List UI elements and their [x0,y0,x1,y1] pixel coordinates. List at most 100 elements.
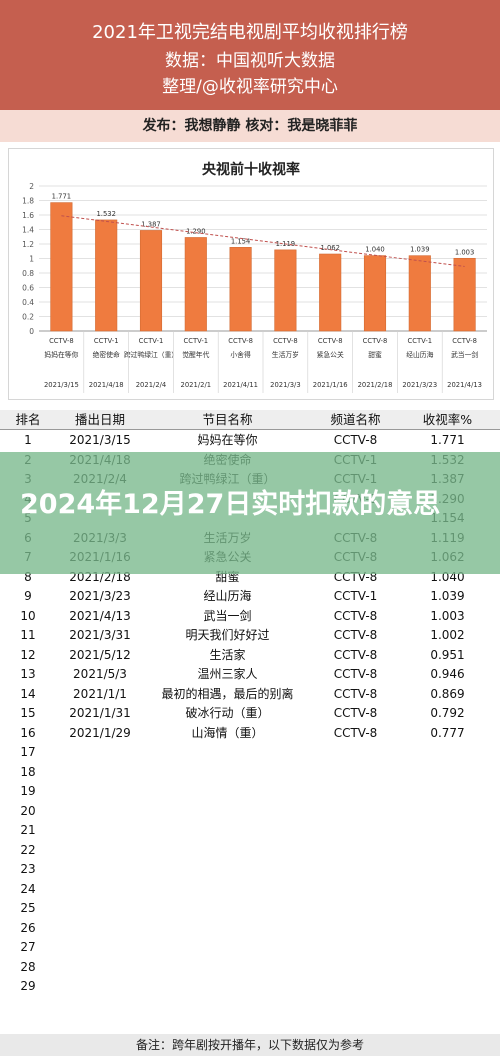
channel-cell: CCTV-8 [333,725,378,740]
rank-cell: 11 [20,628,36,642]
channel-tick-label: CCTV-8 [318,337,343,345]
program-cell: 破冰行动（重） [185,706,270,720]
y-tick-label: 2 [29,182,34,191]
date-cell: 2021/1/31 [69,706,131,720]
channel-cell: CCTV-8 [333,647,378,662]
table-row: 18 [0,763,500,783]
publisher-bar: 发布：我想静静 核对：我是晓菲菲 [0,110,500,142]
category-tick-label: 跨过鸭绿江（重） [124,350,178,359]
y-tick-label: 0.4 [22,298,34,307]
channel-tick-label: CCTV-1 [139,337,164,345]
rank-cell: 10 [20,608,36,623]
program-cell: 武当一剑 [203,608,252,623]
data-label: 1.532 [96,210,115,218]
rank-cell: 1 [24,433,32,447]
chart-panel: 央视前十收视率 0 0.2 0.4 0.6 0.8 1 1.2 1.4 1.6 1.8 2 1.771… [8,148,494,400]
rank-cell: 20 [20,803,36,818]
header-source: 数据：中国视听大数据 [165,51,335,71]
table-row: 21 [0,821,500,841]
rank-cell: 21 [20,823,36,837]
data-label: 1.387 [141,220,160,228]
table-row: 26 [0,919,500,939]
table-row: 16 2021/1/29 山海情（重） CCTV-8 0.777 [0,724,500,744]
chart-title: 央视前十收视率 [202,162,300,178]
program-cell: 最初的相遇，最后的别离 [161,686,294,701]
channel-cell: CCTV-1 [333,589,378,603]
rank-cell: 8 [24,569,32,584]
header-channel: 频道名称 [330,412,381,427]
rating-cell: 0.777 [430,725,465,740]
channel-tick-label: CCTV-1 [183,337,208,345]
program-cell: 经山历海 [203,589,252,603]
channel-tick-label: CCTV-8 [228,337,253,345]
category-tick-label: 甜蜜 [368,350,382,359]
y-tick-label: 0.8 [22,269,34,278]
headline-overlay: 2024年12月27日实时扣款的意思 [0,452,500,574]
rank-cell: 23 [20,862,36,876]
channel-cell: CCTV-8 [333,608,378,623]
table-row: 23 [0,860,500,880]
bar [274,249,297,332]
bar [139,230,163,332]
channel-cell: CCTV-8 [333,686,378,701]
table-row: 1 2021/3/15 妈妈在等你 CCTV-8 1.771 [0,431,500,451]
rank-cell: 12 [20,647,36,662]
table-row: 13 2021/5/3 温州三家人 CCTV-8 0.946 [0,665,500,685]
program-cell: 明天我们好好过 [185,628,270,642]
rank-cell: 13 [20,667,36,681]
table-row: 15 2021/1/31 破冰行动（重） CCTV-8 0.792 [0,704,500,724]
data-label: 1.290 [186,227,205,235]
date-tick-label: 2021/1/16 [313,381,348,389]
bar [184,237,207,332]
bar [408,255,431,332]
trend-line [61,215,465,267]
rating-cell: 0.792 [430,706,465,720]
y-tick-label: 1.8 [22,197,34,206]
rank-cell: 17 [20,745,36,759]
rating-cell: 0.869 [430,686,465,701]
bar [50,202,73,332]
date-cell: 2021/5/3 [73,667,127,681]
date-cell: 2021/1/29 [69,725,131,740]
data-label: 1.062 [320,244,339,252]
rank-cell: 16 [20,725,36,740]
date-tick-label: 2021/2/18 [358,381,393,389]
category-tick-label: 妈妈在等你 [44,350,78,359]
header-date: 播出日期 [74,412,125,427]
rank-cell: 9 [24,589,32,603]
rank-cell: 26 [20,920,36,935]
table-row: 20 [0,802,500,822]
bar [95,219,118,332]
channel-tick-label: CCTV-1 [94,337,119,345]
program-cell: 妈妈在等你 [197,433,258,447]
category-tick-label: 生活万岁 [272,350,299,359]
rating-cell: 1.771 [430,433,465,447]
bar [363,255,387,332]
date-cell: 2021/3/23 [69,589,131,603]
channel-tick-label: CCTV-1 [407,337,432,345]
channel-tick-label: CCTV-8 [452,337,477,345]
channel-cell: CCTV-8 [333,706,378,720]
category-tick-label: 经山历海 [406,350,433,359]
channel-tick-label: CCTV-8 [363,337,388,345]
table-row: 28 [0,958,500,978]
data-label: 1.003 [455,248,474,256]
channel-tick-label: CCTV-8 [273,337,298,345]
header-rank: 排名 [15,412,41,427]
category-tick-label: 小舍得 [230,350,251,359]
header-org: 整理/@收视率研究中心 [162,77,338,97]
date-tick-label: 2021/3/3 [270,381,301,389]
y-tick-label: 1 [29,255,34,264]
y-tick-label: 1.6 [22,211,34,220]
category-tick-label: 觉醒年代 [182,350,209,359]
date-cell: 2021/1/1 [73,686,127,701]
rank-cell: 28 [20,959,36,974]
bar [319,253,342,332]
table-row: 19 [0,782,500,802]
date-tick-label: 2021/2/4 [136,381,167,389]
rank-cell: 18 [20,764,36,779]
program-cell: 温州三家人 [197,667,258,681]
category-tick-label: 紧急公关 [317,350,344,359]
table-row: 12 2021/5/12 生活家 CCTV-8 0.951 [0,646,500,666]
y-tick-label: 1.4 [22,226,34,235]
